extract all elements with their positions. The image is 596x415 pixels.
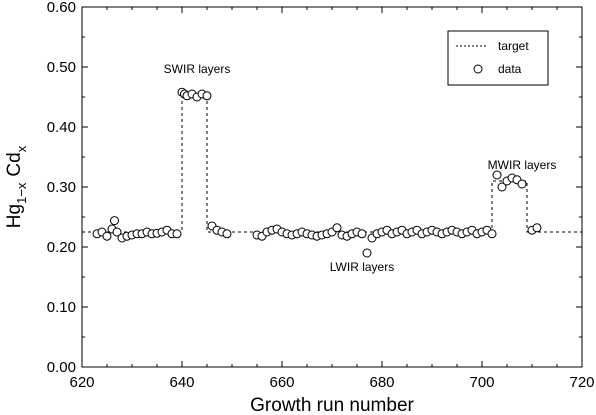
data-point [362, 248, 372, 258]
data-point [102, 231, 112, 241]
data-point [487, 229, 497, 239]
svg-text:Hg1−xCdx: Hg1−x Cdx [4, 145, 29, 228]
x-tick-label: 640 [169, 374, 194, 391]
data-series [92, 87, 542, 258]
legend: target data [447, 30, 549, 86]
data-point [532, 223, 542, 233]
data-point [112, 227, 122, 237]
target-series [82, 93, 582, 233]
data-point [172, 229, 182, 239]
data-point [517, 179, 527, 189]
annotation-label: MWIR layers [488, 158, 557, 172]
y-axis-title: Hg1−x Cdx [4, 145, 29, 228]
y-tick-label: 0.30 [47, 179, 76, 196]
y-axis-title-base1: Hg [4, 204, 25, 228]
y-tick-label: 0.60 [47, 0, 76, 16]
y-axis-title-sub1: 1−x [14, 182, 29, 204]
legend-data-swatch [473, 64, 483, 74]
x-tick-label: 700 [469, 374, 494, 391]
x-axis-title: Growth run number [250, 395, 414, 415]
legend-target-label: target [498, 39, 529, 53]
axis-ticks: 620 640 660 680 700 720 0.00 0.10 0.20 0.30 0.40 0.… [47, 0, 595, 391]
data-point [492, 170, 502, 180]
y-tick-label: 0.50 [47, 59, 76, 76]
annotation-label: SWIR layers [164, 62, 231, 76]
x-tick-label: 660 [269, 374, 294, 391]
y-axis-title-base2: Cd [4, 152, 25, 176]
y-tick-label: 0.00 [47, 359, 76, 376]
annotations: SWIR layers LWIR layers MWIR layers [164, 62, 557, 274]
annotation-label: LWIR layers [330, 260, 394, 274]
data-point [357, 229, 367, 239]
y-tick-label: 0.10 [47, 299, 76, 316]
data-point [222, 229, 232, 239]
data-point [497, 182, 507, 192]
target-line [82, 93, 582, 233]
x-tick-label: 680 [369, 374, 394, 391]
x-tick-label: 620 [69, 374, 94, 391]
data-point [332, 223, 342, 233]
data-point [110, 216, 119, 226]
y-tick-label: 0.20 [47, 239, 76, 256]
legend-box [447, 30, 549, 86]
legend-data-label: data [498, 62, 522, 76]
x-tick-label: 720 [569, 374, 594, 391]
y-tick-label: 0.40 [47, 119, 76, 136]
y-axis-title-sub2: x [14, 145, 29, 152]
data-point [202, 91, 212, 101]
